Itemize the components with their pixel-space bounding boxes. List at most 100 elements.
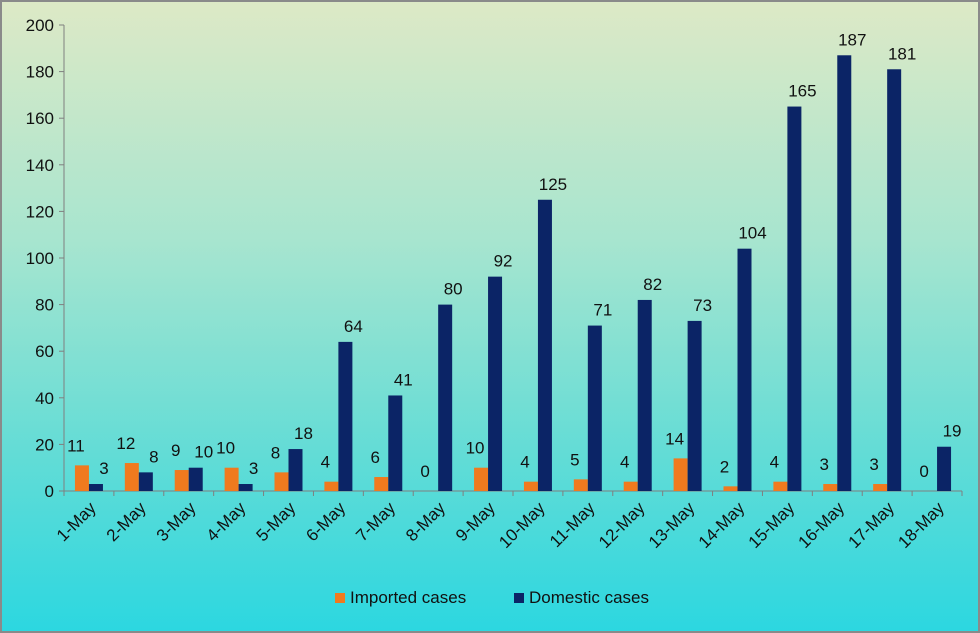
data-label-domestic: 165 (788, 82, 816, 101)
legend-label-domestic: Domestic cases (529, 588, 649, 607)
data-label-imported: 4 (520, 453, 529, 472)
bar-imported (723, 486, 738, 491)
data-label-imported: 0 (919, 462, 928, 481)
bar-domestic (288, 449, 303, 491)
x-tick-label: 1-May (53, 498, 100, 545)
y-axis: 0 20 40 60 80 100 120 140 160 180 200 (26, 16, 65, 501)
bar-imported (224, 467, 239, 491)
data-label-domestic: 181 (888, 44, 916, 63)
bars (74, 55, 952, 492)
bar-domestic (587, 325, 602, 491)
y-tick-label: 120 (26, 202, 54, 221)
data-label-imported: 4 (620, 453, 629, 472)
data-label-domestic: 187 (838, 30, 866, 49)
x-tick-label: 14-May (695, 498, 749, 552)
y-tick-label: 100 (26, 249, 54, 268)
bar-domestic (338, 341, 353, 491)
bar-domestic (837, 55, 852, 491)
x-tick-label: 17-May (844, 498, 898, 552)
data-label-domestic: 80 (444, 280, 463, 299)
bar-domestic (488, 276, 503, 491)
y-tick-label: 80 (35, 296, 54, 315)
bar-domestic (787, 106, 802, 492)
data-label-imported: 4 (321, 453, 330, 472)
x-tick-label: 10-May (495, 498, 549, 552)
data-label-imported: 10 (216, 439, 235, 458)
x-tick-label: 5-May (252, 498, 299, 545)
x-tick-label: 6-May (302, 498, 349, 545)
bar-imported (573, 479, 588, 491)
bar-domestic (887, 69, 902, 492)
x-tick-label: 2-May (103, 498, 150, 545)
data-label-imported: 3 (869, 455, 878, 474)
data-label-imported: 12 (116, 434, 135, 453)
legend: Imported cases Domestic cases (335, 588, 649, 607)
data-label-imported: 6 (371, 448, 380, 467)
data-label-domestic: 41 (394, 370, 413, 389)
x-tick-label: 7-May (352, 498, 399, 545)
bar-imported (873, 484, 888, 491)
x-tick-label: 3-May (153, 498, 200, 545)
x-tick-label: 15-May (745, 498, 799, 552)
data-label-domestic: 71 (593, 301, 612, 320)
bar-domestic (88, 484, 103, 491)
data-label-imported: 3 (820, 455, 829, 474)
legend-label-imported: Imported cases (350, 588, 466, 607)
bar-domestic (687, 320, 702, 491)
data-label-domestic: 104 (738, 224, 766, 243)
bar-imported (523, 481, 538, 491)
x-tick-label: 16-May (795, 498, 849, 552)
data-label-imported: 10 (466, 439, 485, 458)
legend-swatch-domestic (514, 593, 524, 603)
data-label-imported: 14 (665, 429, 684, 448)
data-label-domestic: 18 (294, 424, 313, 443)
x-tick-label: 8-May (402, 498, 449, 545)
bar-imported (174, 470, 189, 491)
y-tick-label: 20 (35, 435, 54, 454)
bar-domestic (937, 446, 952, 491)
y-tick-label: 180 (26, 63, 54, 82)
bar-domestic (238, 484, 253, 491)
x-tick-label: 12-May (595, 498, 649, 552)
data-label-imported: 0 (420, 462, 429, 481)
data-label-domestic: 10 (194, 443, 213, 462)
data-label-domestic: 3 (99, 459, 108, 478)
x-tick-label: 9-May (452, 498, 499, 545)
y-tick-label: 140 (26, 156, 54, 175)
bar-domestic (438, 304, 453, 491)
bar-imported (474, 467, 489, 491)
bar-domestic (737, 248, 752, 491)
y-tick-label: 60 (35, 342, 54, 361)
y-tick-label: 0 (45, 482, 54, 501)
bar-imported (324, 481, 339, 491)
data-label-domestic: 64 (344, 317, 363, 336)
y-tick-label: 160 (26, 109, 54, 128)
bar-domestic (388, 395, 403, 491)
data-label-domestic: 8 (149, 447, 158, 466)
bar-imported (623, 481, 638, 491)
bar-imported (74, 465, 89, 491)
legend-swatch-imported (335, 593, 345, 603)
x-tick-label: 4-May (203, 498, 250, 545)
data-label-imported: 4 (770, 453, 779, 472)
data-label-domestic: 125 (539, 175, 567, 194)
bar-domestic (188, 467, 203, 491)
bar-domestic (637, 299, 652, 491)
data-label-imported: 8 (271, 443, 280, 462)
bar-domestic (138, 472, 153, 491)
data-label-imported: 9 (171, 441, 180, 460)
data-label-imported: 11 (67, 436, 85, 455)
data-label-domestic: 73 (693, 296, 712, 315)
data-label-domestic: 92 (494, 252, 513, 271)
bar-imported (673, 458, 688, 491)
bar-imported (124, 463, 139, 491)
bar-imported (274, 472, 289, 491)
x-tick-label: 11-May (546, 498, 599, 551)
x-axis: 1-May 2-May 3-May 4-May 5-May 6-May 7-May 8-May… (53, 490, 963, 552)
data-label-imported: 5 (570, 450, 579, 469)
y-tick-label: 40 (35, 389, 54, 408)
bar-imported (773, 481, 788, 491)
y-tick-label: 200 (26, 16, 54, 35)
